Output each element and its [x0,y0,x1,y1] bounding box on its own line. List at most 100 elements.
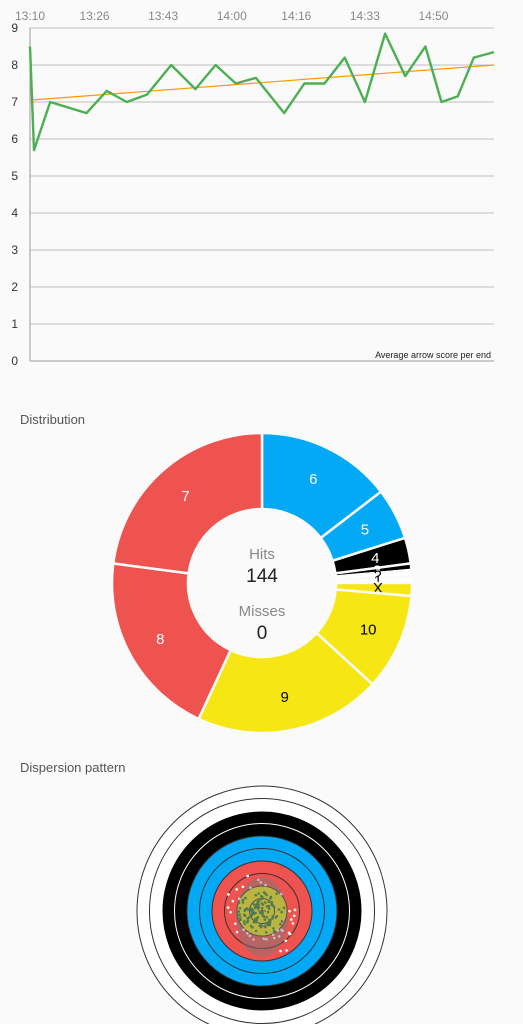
arrow-impact [246,920,249,924]
arrow-impact [246,908,250,911]
arrow-impact [241,901,245,904]
arrow-impact [254,920,258,924]
arrow-impact [257,903,260,906]
arrow-impact [293,908,297,912]
y-tick-label: 4 [11,206,18,220]
arrow-impact [282,906,286,910]
arrow-impact [241,898,245,902]
arrow-impact [234,922,237,925]
x-tick-label: 14:50 [418,9,448,23]
arrow-impact [270,901,274,904]
arrow-impact [292,914,296,918]
arrow-impact [288,909,291,913]
arrow-impact [231,899,235,903]
x-tick-label: 13:26 [80,9,110,23]
y-tick-label: 6 [11,132,18,146]
arrow-impact [237,901,241,905]
arrow-impact [271,915,275,918]
y-tick-label: 8 [11,58,18,72]
average-score-line-chart: 0 1 2 3 4 5 6 7 8 913:10 13:26 13:43 14:00 14:16 14:33… [11,9,495,368]
arrow-impact [238,897,241,901]
slice-label: 1 [374,572,382,589]
hits-count: 144 [246,566,278,587]
arrow-impact [257,905,261,909]
arrow-impact [264,925,267,929]
slice-label: 7 [181,488,189,505]
arrow-impact [279,922,282,926]
arrow-impact [256,916,260,919]
arrow-impact [277,935,281,938]
arrow-impact [246,932,249,935]
arrow-impact [275,892,278,896]
arrow-impact [249,886,252,889]
arrow-impact [263,918,267,922]
arrow-impact [236,913,239,917]
y-tick-label: 3 [11,243,18,257]
arrow-impact [227,893,230,896]
y-tick-label: 0 [11,354,18,368]
arrow-impact [238,916,242,919]
arrow-impact [265,937,268,941]
arrow-impact [241,885,245,889]
arrow-impact [265,915,269,919]
arrow-impact [280,920,284,923]
slice-label: 8 [156,631,164,648]
arrow-impact [262,937,266,940]
arrow-impact [258,911,262,915]
arrow-impact [246,916,250,920]
arrow-impact [267,904,271,908]
slice-7 [111,431,264,575]
arrow-impact [261,903,265,906]
slice-label: 5 [361,521,369,538]
arrow-impact [272,929,276,933]
arrow-impact [277,908,281,911]
arrow-impact [264,883,267,887]
y-tick-label: 1 [11,317,18,331]
arrow-impact [229,910,232,914]
misses-count: 0 [257,623,268,644]
arrow-impact [267,907,271,910]
arrow-impact [271,933,275,937]
arrow-impact [272,936,276,940]
arrow-impact [255,905,258,909]
x-tick-label: 13:10 [15,9,45,23]
arrow-impact [269,919,272,923]
dispersion-title: Dispersion pattern [20,760,126,775]
slice-label: 10 [360,622,377,639]
arrow-impact [266,910,270,914]
misses-label: Misses [239,603,286,620]
arrow-impact [260,906,264,910]
arrow-impact [258,924,261,927]
slice-label: 4 [371,550,379,567]
arrow-impact [265,922,268,925]
arrow-impact [254,929,258,933]
arrow-impact [250,907,253,910]
arrow-impact [290,918,293,921]
arrow-impact [256,878,260,882]
arrow-impact [248,934,252,938]
trend-line [29,64,495,101]
arrow-impact [252,938,255,941]
arrow-impact [254,893,258,897]
slice-label: X [373,580,383,597]
arrow-impact [252,920,256,924]
arrow-impact [235,930,239,934]
arrow-impact [238,907,242,910]
arrow-impact [280,910,283,914]
arrow-impact [239,918,242,922]
arrow-impact [271,904,274,907]
slice-8 [110,562,233,721]
arrow-impact [252,903,256,906]
arrow-impact [243,922,246,926]
arrow-impact [263,892,267,895]
arrow-impact [280,892,283,896]
hits-label: Hits [249,546,275,563]
arrow-impact [237,910,241,913]
arrow-impact [281,929,284,933]
arrow-impact [291,922,295,925]
arrow-impact [250,909,254,913]
slice-label: 3 [373,562,381,579]
arrow-impact [244,896,247,900]
arrow-impact [285,949,288,952]
dispersion-target [136,785,388,1024]
